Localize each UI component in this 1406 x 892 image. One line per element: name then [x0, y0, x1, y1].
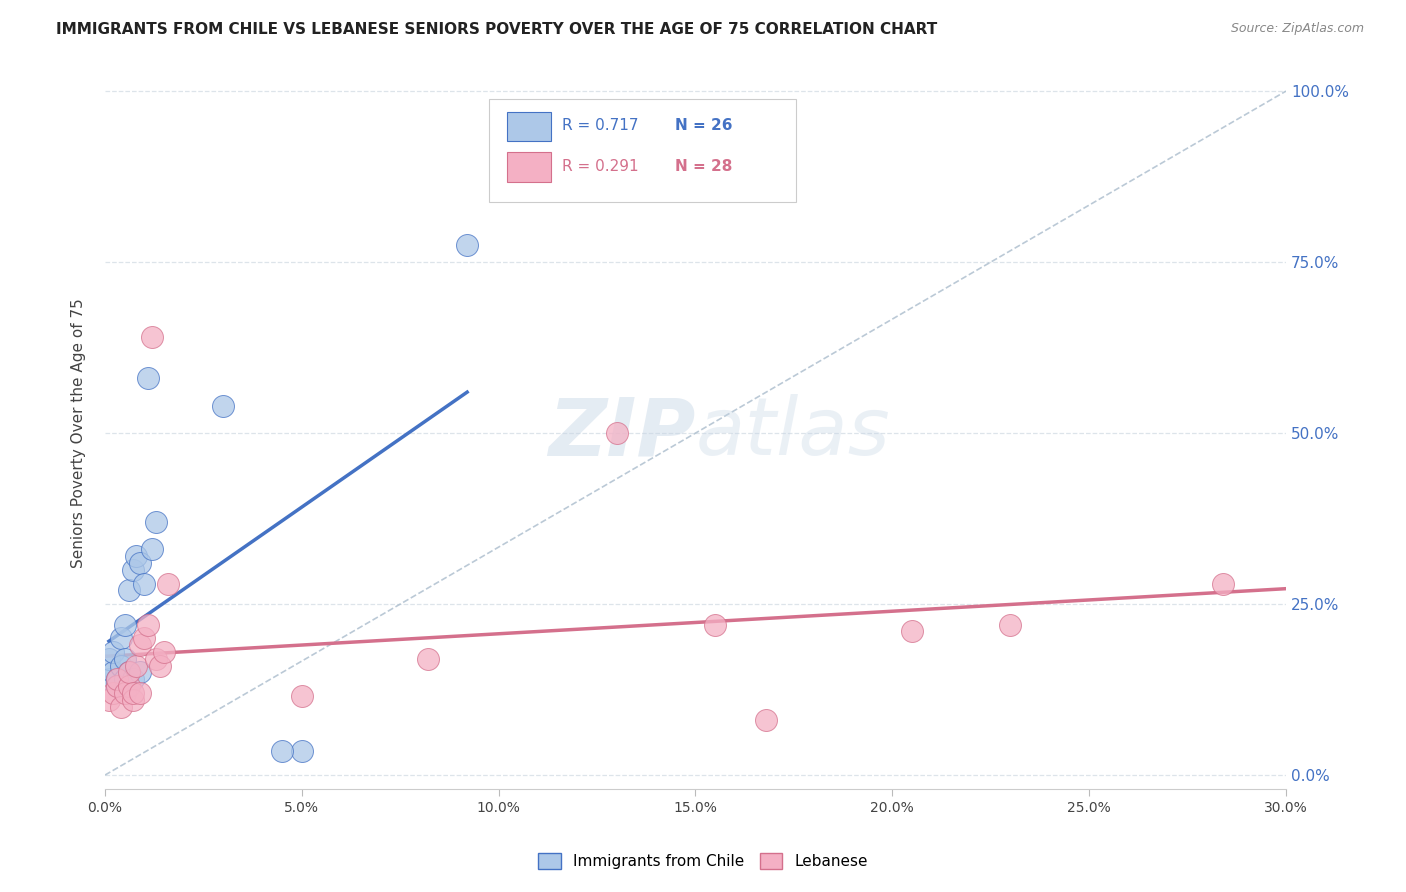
Point [212, 399, 235, 413]
Point [134, 576, 156, 591]
FancyBboxPatch shape [489, 99, 796, 202]
Point [129, 556, 152, 570]
Point [117, 665, 139, 680]
Point [156, 576, 179, 591]
Point [97, 673, 120, 687]
Point [901, 624, 924, 639]
FancyBboxPatch shape [506, 153, 551, 182]
Point [114, 617, 136, 632]
Text: IMMIGRANTS FROM CHILE VS LEBANESE SENIORS POVERTY OVER THE AGE OF 75 CORRELATION: IMMIGRANTS FROM CHILE VS LEBANESE SENIOR… [56, 22, 938, 37]
Point [141, 330, 163, 344]
Point [114, 652, 136, 666]
Point [125, 549, 148, 564]
Point [121, 693, 143, 707]
Text: R = 0.291: R = 0.291 [562, 159, 638, 174]
Point [291, 744, 314, 758]
Point [1212, 576, 1234, 591]
Point [121, 673, 143, 687]
Point [117, 583, 139, 598]
Point [153, 645, 176, 659]
Point [105, 673, 128, 687]
Point [121, 563, 143, 577]
Point [114, 686, 136, 700]
Point [101, 686, 124, 700]
Point [97, 693, 120, 707]
Point [101, 665, 124, 680]
Point [136, 617, 159, 632]
FancyBboxPatch shape [506, 112, 551, 142]
Text: atlas: atlas [696, 394, 890, 472]
Y-axis label: Seniors Poverty Over the Age of 75: Seniors Poverty Over the Age of 75 [72, 298, 86, 568]
Point [129, 665, 152, 680]
Point [456, 238, 478, 252]
Point [606, 426, 628, 441]
Legend: Immigrants from Chile, Lebanese: Immigrants from Chile, Lebanese [531, 847, 875, 875]
Point [1000, 617, 1022, 632]
Point [416, 652, 439, 666]
Text: ZIP: ZIP [548, 394, 696, 472]
Point [114, 673, 136, 687]
Text: R = 0.717: R = 0.717 [562, 119, 638, 133]
Point [105, 673, 128, 687]
Point [125, 658, 148, 673]
Point [271, 744, 294, 758]
Point [101, 645, 124, 659]
Point [110, 632, 132, 646]
Point [134, 632, 156, 646]
Text: N = 26: N = 26 [675, 119, 733, 133]
Point [755, 714, 778, 728]
Point [110, 699, 132, 714]
Text: Source: ZipAtlas.com: Source: ZipAtlas.com [1230, 22, 1364, 36]
Point [117, 679, 139, 693]
Text: N = 28: N = 28 [675, 159, 733, 174]
Point [145, 515, 167, 529]
Point [141, 542, 163, 557]
Point [105, 679, 128, 693]
Point [129, 638, 152, 652]
Point [105, 679, 128, 693]
Point [117, 665, 139, 680]
Point [129, 686, 152, 700]
Point [145, 652, 167, 666]
Point [291, 690, 314, 704]
Point [110, 658, 132, 673]
Point [136, 371, 159, 385]
Point [97, 652, 120, 666]
Point [149, 658, 172, 673]
Point [704, 617, 727, 632]
Point [121, 686, 143, 700]
